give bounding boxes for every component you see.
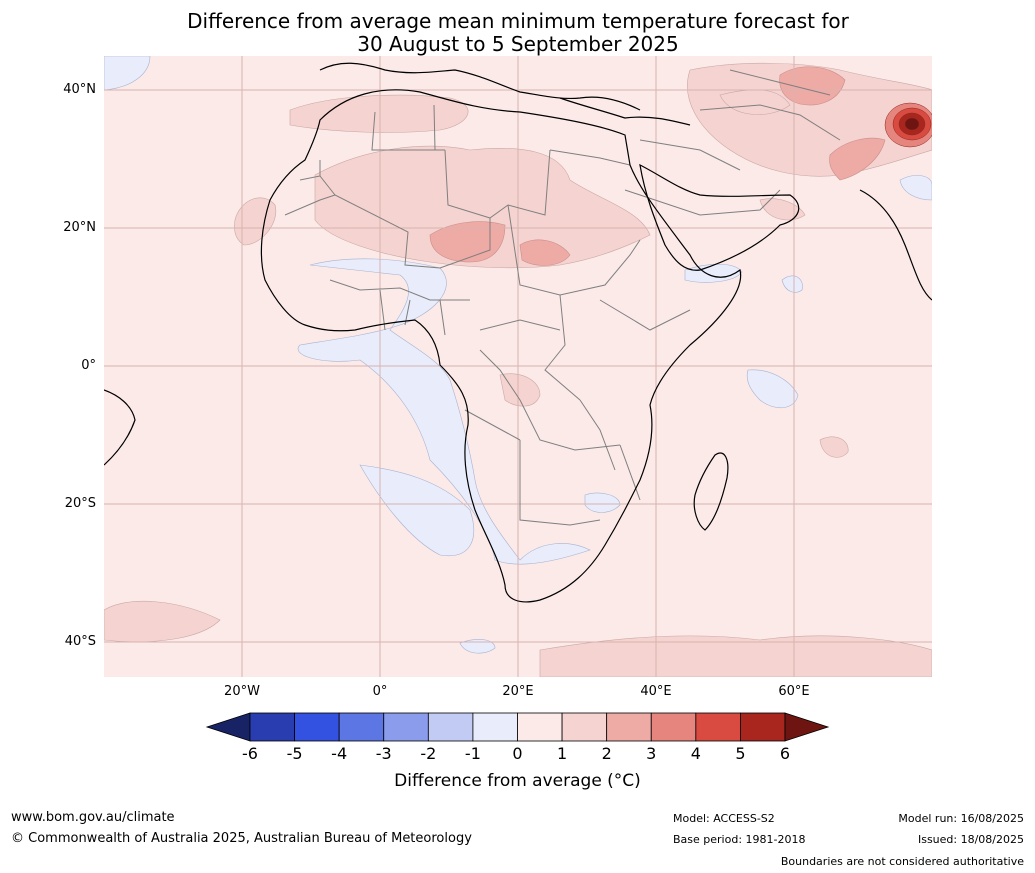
colorbar-tick-label: 4 bbox=[690, 744, 701, 763]
colorbar-tick-label: -4 bbox=[331, 744, 348, 763]
footer-disclaimer: Boundaries are not considered authoritat… bbox=[780, 855, 1024, 868]
footer-issued: Issued: 18/08/2025 bbox=[917, 833, 1024, 846]
colorbar-swatch bbox=[427, 712, 474, 742]
lon-label-20e: 20°E bbox=[502, 684, 534, 699]
colorbar-label: Difference from average (°C) bbox=[394, 771, 641, 791]
footer-copyright: © Commonwealth of Australia 2025, Austra… bbox=[11, 831, 472, 846]
map-gridlines bbox=[104, 56, 932, 677]
country-borders bbox=[284, 69, 841, 526]
colorbar-tick-label: 5 bbox=[735, 744, 746, 763]
lon-label-40e: 40°E bbox=[640, 684, 672, 699]
colorbar-swatch bbox=[695, 712, 741, 742]
lat-label-40n: 40°N bbox=[63, 82, 96, 97]
anomaly-regions-1-2 bbox=[104, 62, 932, 677]
colorbar-tick-label: -3 bbox=[375, 744, 392, 763]
colorbar-swatch bbox=[383, 712, 429, 742]
colorbar-swatch bbox=[740, 712, 786, 742]
lat-label-20s: 20°S bbox=[64, 496, 96, 511]
anomaly-hotspot bbox=[884, 102, 932, 148]
anomaly-regions-2-3 bbox=[429, 66, 886, 266]
footer-base-period: Base period: 1981-2018 bbox=[673, 833, 806, 846]
colorbar-tick-label: -6 bbox=[242, 744, 258, 763]
colorbar-swatch bbox=[561, 712, 608, 742]
colorbar-extend-high bbox=[784, 712, 830, 742]
colorbar-swatch bbox=[249, 712, 295, 742]
colorbar-tick-label: 2 bbox=[601, 744, 612, 763]
lon-label-20w: 20°W bbox=[224, 684, 260, 699]
lon-label-60e: 60°E bbox=[778, 684, 810, 699]
anomaly-regions-neg bbox=[104, 56, 932, 654]
footer-model-run: Model run: 16/08/2025 bbox=[898, 812, 1024, 825]
colorbar-tick-label: 3 bbox=[646, 744, 657, 763]
colorbar-extend-low bbox=[205, 712, 251, 742]
footer-model: Model: ACCESS-S2 bbox=[673, 812, 775, 825]
map-title-line2: 30 August to 5 September 2025 bbox=[357, 32, 679, 56]
colorbar-swatch bbox=[606, 712, 652, 742]
colorbar-swatch bbox=[294, 712, 340, 742]
lat-label-equator: 0° bbox=[81, 358, 96, 373]
colorbar-tick-label: 1 bbox=[556, 744, 568, 763]
footer-url[interactable]: www.bom.gov.au/climate bbox=[11, 810, 175, 825]
colorbar-tick-label: -1 bbox=[464, 744, 481, 763]
colorbar-tick-label: 6 bbox=[779, 744, 791, 763]
colorbar-swatch bbox=[650, 712, 697, 742]
colorbar-tick-label: -5 bbox=[286, 744, 303, 763]
map-title-line1: Difference from average mean minimum tem… bbox=[187, 9, 849, 33]
coastlines bbox=[104, 62, 932, 603]
lat-label-40s: 40°S bbox=[64, 634, 96, 649]
lat-label-20n: 20°N bbox=[63, 220, 96, 235]
colorbar-tick-label: 0 bbox=[512, 744, 523, 763]
colorbar-swatch bbox=[338, 712, 385, 742]
colorbar-swatch bbox=[517, 712, 563, 742]
lon-label-0: 0° bbox=[372, 684, 388, 699]
colorbar-swatch bbox=[472, 712, 518, 742]
colorbar-tick-label: -2 bbox=[420, 744, 437, 763]
